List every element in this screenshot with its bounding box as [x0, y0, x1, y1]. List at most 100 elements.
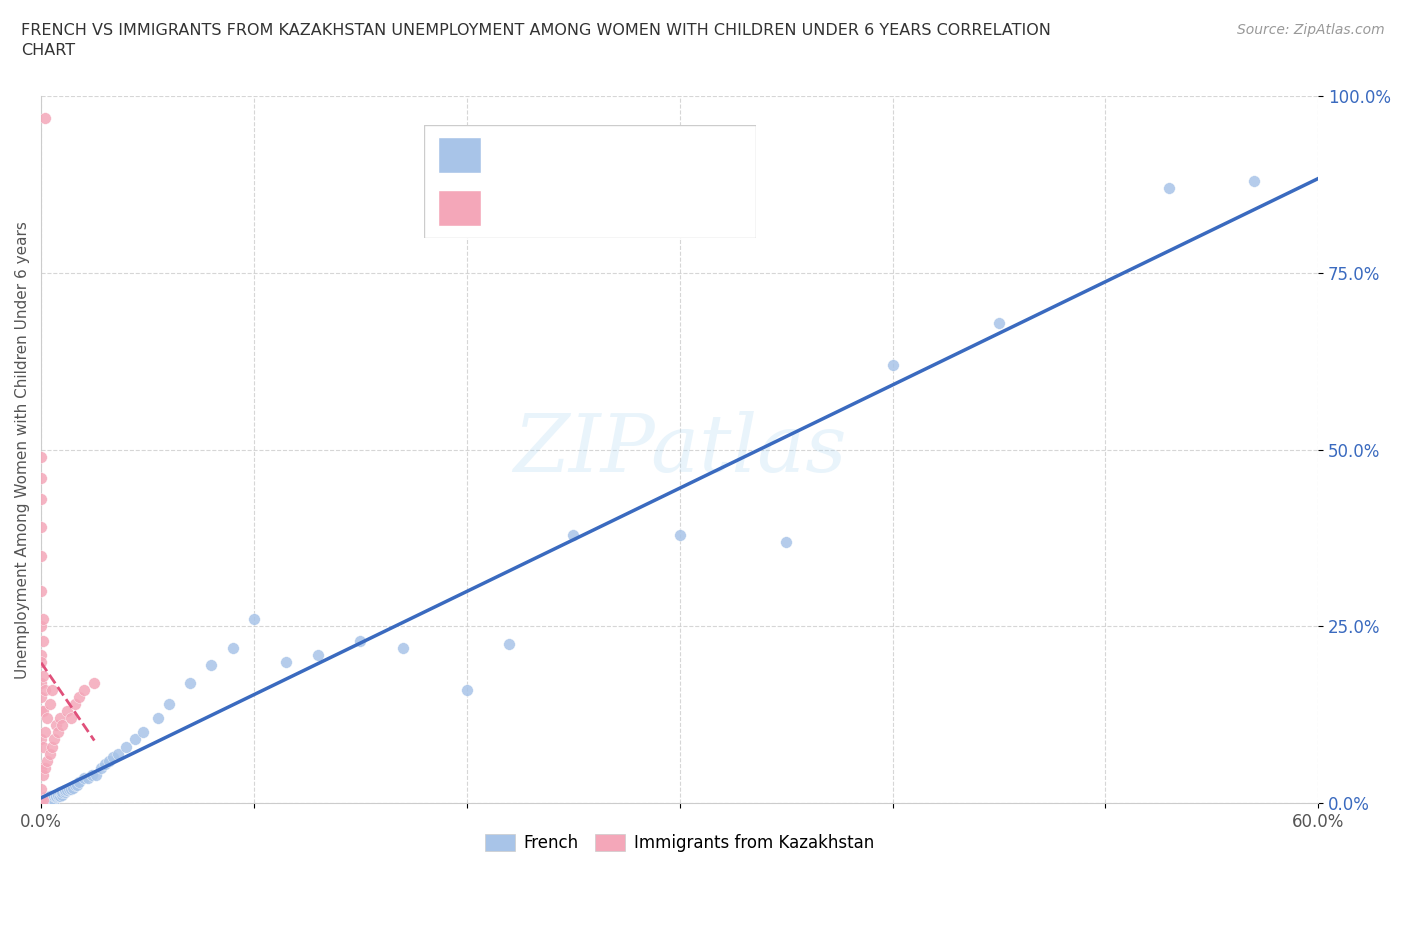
Point	[90, 761, 112, 776]
Point	[45, 718, 67, 733]
Point	[30, 647, 52, 662]
Point	[34, 790, 56, 804]
Point	[42, 789, 65, 804]
Point	[67, 690, 90, 705]
Point	[32, 792, 55, 807]
Point	[67, 775, 90, 790]
Point	[37, 790, 59, 804]
Point	[30, 492, 52, 507]
Text: ZIPatlas: ZIPatlas	[513, 411, 846, 488]
Point	[98, 753, 121, 768]
Point	[32, 633, 55, 648]
Point	[179, 675, 201, 690]
Point	[51, 718, 73, 733]
Point	[30, 584, 52, 599]
Point	[30, 619, 52, 634]
Point	[77, 771, 100, 786]
Point	[59, 781, 82, 796]
Point	[1159, 180, 1181, 195]
Point	[30, 704, 52, 719]
Point	[38, 697, 60, 711]
Point	[32, 792, 55, 807]
Point	[30, 675, 52, 690]
Point	[221, 640, 243, 655]
Point	[46, 789, 69, 804]
Point	[51, 785, 73, 800]
Point	[32, 704, 55, 719]
Point	[73, 771, 96, 786]
Point	[49, 785, 72, 800]
Text: Source: ZipAtlas.com: Source: ZipAtlas.com	[1237, 23, 1385, 37]
Point	[41, 792, 63, 807]
Point	[63, 778, 86, 793]
Point	[46, 787, 69, 802]
Point	[103, 750, 125, 764]
Point	[49, 711, 72, 725]
Point	[42, 732, 65, 747]
Legend: French, Immigrants from Kazakhstan: French, Immigrants from Kazakhstan	[478, 827, 880, 858]
Point	[45, 790, 67, 804]
Point	[30, 549, 52, 564]
Point	[34, 761, 56, 776]
Point	[148, 711, 170, 725]
Text: FRENCH VS IMMIGRANTS FROM KAZAKHSTAN UNEMPLOYMENT AMONG WOMEN WITH CHILDREN UNDE: FRENCH VS IMMIGRANTS FROM KAZAKHSTAN UNE…	[21, 23, 1050, 58]
Point	[274, 655, 297, 670]
Point	[107, 746, 129, 761]
Point	[30, 655, 52, 670]
Point	[456, 683, 478, 698]
Point	[42, 792, 65, 807]
Point	[498, 637, 520, 652]
Point	[32, 739, 55, 754]
Point	[62, 780, 84, 795]
Point	[30, 690, 52, 705]
Point	[63, 697, 86, 711]
Point	[53, 785, 76, 800]
Point	[49, 789, 72, 804]
Point	[115, 739, 138, 754]
Point	[157, 697, 180, 711]
Point	[30, 449, 52, 464]
Point	[32, 612, 55, 627]
Point	[37, 792, 59, 807]
Point	[882, 357, 904, 372]
Point	[45, 789, 67, 804]
Point	[86, 767, 108, 782]
Point	[1243, 174, 1265, 189]
Point	[34, 792, 56, 807]
Point	[668, 527, 690, 542]
Point	[349, 633, 371, 648]
Point	[53, 783, 76, 798]
Point	[83, 675, 105, 690]
Point	[55, 704, 77, 719]
Point	[392, 640, 415, 655]
Point	[132, 725, 155, 740]
Point	[30, 732, 52, 747]
Point	[30, 520, 52, 535]
Point	[34, 725, 56, 740]
Point	[34, 110, 56, 125]
Point	[30, 781, 52, 796]
Point	[55, 783, 77, 798]
Point	[38, 789, 60, 804]
Point	[30, 761, 52, 776]
Point	[73, 683, 96, 698]
Point	[30, 471, 52, 485]
Point	[66, 778, 89, 793]
Point	[46, 725, 69, 740]
Point	[38, 792, 60, 807]
Point	[32, 792, 55, 807]
Point	[32, 669, 55, 684]
Point	[59, 711, 82, 725]
Point	[41, 683, 63, 698]
Point	[307, 647, 329, 662]
Point	[30, 792, 52, 807]
Point	[37, 753, 59, 768]
Point	[562, 527, 585, 542]
Point	[243, 612, 266, 627]
Point	[37, 711, 59, 725]
Point	[58, 781, 80, 796]
Point	[775, 534, 797, 549]
Point	[51, 787, 73, 802]
Point	[41, 739, 63, 754]
Point	[38, 746, 60, 761]
